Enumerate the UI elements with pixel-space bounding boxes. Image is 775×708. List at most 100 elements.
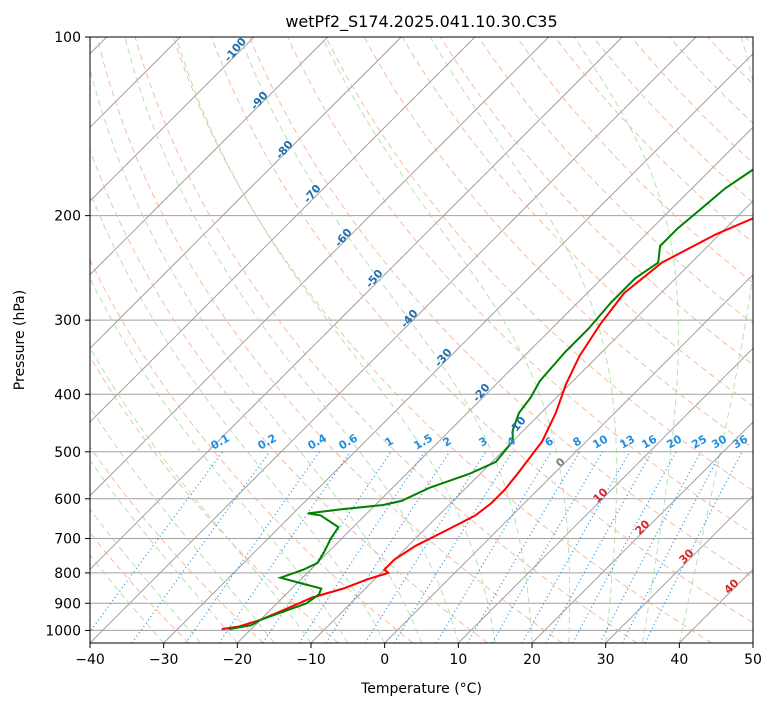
y-tick-label: 200 <box>54 209 81 225</box>
mixing-ratio-label: 13 <box>617 433 637 452</box>
mixing-ratio-label: 0.1 <box>209 431 232 452</box>
y-tick-label: 800 <box>54 566 81 582</box>
x-tick-label: 50 <box>744 652 762 668</box>
x-tick-label: 10 <box>449 652 467 668</box>
moist-adiabat-label: 30 <box>677 546 697 566</box>
mixing-ratio-label: 25 <box>689 433 709 452</box>
mixing-ratio-line <box>545 451 653 643</box>
dry-adiabat-line <box>745 37 753 46</box>
x-tick-label: −10 <box>296 652 326 668</box>
isotherm-line <box>90 37 255 202</box>
x-tick-label: −20 <box>223 652 253 668</box>
isotherm-line <box>678 568 753 643</box>
moist-adiabat-line <box>90 459 238 643</box>
mixing-ratio-line <box>325 451 451 643</box>
dry-adiabat-label: -50 <box>363 267 386 291</box>
mixing-ratio-label: 8 <box>571 434 584 449</box>
x-tick-label: 20 <box>523 652 541 668</box>
dry-adiabat-line <box>439 37 753 366</box>
mixing-ratio-label: 16 <box>639 432 659 451</box>
moist-adiabat-line <box>429 37 618 643</box>
y-axis-label: Pressure (hPa) <box>12 290 28 390</box>
isotherm-line <box>752 642 753 643</box>
mixing-ratio-label: 0.6 <box>337 431 361 452</box>
dry-adiabat-line <box>90 148 488 643</box>
dry-adiabat-label: -70 <box>301 182 324 206</box>
moist-adiabat-line <box>175 37 496 643</box>
dry-adiabat-label: -40 <box>398 307 421 331</box>
dry-adiabat-label: -80 <box>273 138 296 162</box>
moist-adiabat-line <box>90 508 201 643</box>
moist-adiabat-line <box>90 190 386 643</box>
dry-adiabat-label: -100 <box>221 35 249 65</box>
plot-frame <box>89 36 754 644</box>
moist-adiabat-label: 20 <box>633 517 653 537</box>
moist-adiabat-line <box>90 346 312 643</box>
moist-adiabat-line <box>90 406 275 643</box>
moist-adiabat-line <box>124 37 459 643</box>
mixing-ratio-label: 0.4 <box>306 431 330 452</box>
dry-adiabat-line <box>554 37 753 244</box>
y-tick-label: 400 <box>54 387 81 403</box>
dry-adiabat-line <box>287 37 753 535</box>
chart-title: wetPf2_S174.2025.041.10.30.C35 <box>285 12 557 32</box>
dry-adiabat-line <box>211 37 753 624</box>
isotherm-line <box>90 37 329 276</box>
dry-adiabat-line <box>90 445 264 643</box>
mixing-ratio-line <box>435 451 552 643</box>
dry-adiabat-line <box>325 37 753 492</box>
isotherm-line <box>605 494 753 643</box>
isotherm-line <box>90 37 476 423</box>
dry-adiabat-line <box>96 37 563 643</box>
isotherm-line <box>384 273 753 643</box>
y-tick-label: 500 <box>54 445 81 461</box>
moist-adiabat-line <box>90 277 349 643</box>
moist-adiabat-line <box>678 37 753 643</box>
y-tick-label: 600 <box>54 492 81 508</box>
dry-adiabat-label: -30 <box>432 346 455 370</box>
x-tick-label: 40 <box>670 652 688 668</box>
x-tick-label: −30 <box>149 652 179 668</box>
y-tick-label: 900 <box>54 596 81 612</box>
moist-adiabat-label: 10 <box>591 485 611 505</box>
dry-adiabat-line <box>90 531 190 643</box>
mixing-ratio-line <box>185 451 321 643</box>
isotherm-line <box>310 200 753 643</box>
isotherm-line <box>236 126 753 643</box>
x-tick-label: 30 <box>597 652 615 668</box>
moist-adiabat-label: 40 <box>722 576 742 596</box>
x-tick-label: 0 <box>380 652 389 668</box>
dry-adiabat-line <box>516 37 753 284</box>
dry-adiabat-label: -90 <box>248 89 271 113</box>
dry-adiabat-line <box>90 355 339 643</box>
isotherm-line <box>457 347 753 643</box>
mixing-ratio-line <box>298 451 426 643</box>
y-tick-label: 1000 <box>45 623 81 639</box>
mixing-ratio-label: 1 <box>383 434 396 449</box>
axis-ticks: −40 −30 −20 −10 0 10 20 30 40 50 100 200 300 400 500 60… <box>45 30 762 668</box>
mixing-ratio-label: 0.2 <box>256 431 279 452</box>
y-tick-label: 100 <box>54 30 81 46</box>
x-axis-label: Temperature (°C) <box>360 681 482 697</box>
mixing-ratio-line <box>466 451 581 643</box>
isotherm-line <box>163 52 753 643</box>
mixing-ratio-line <box>364 451 487 643</box>
dry-adiabat-line <box>134 37 638 643</box>
dry-adiabat-line <box>707 37 753 85</box>
moist-adiabat-line <box>573 37 679 643</box>
plot-area <box>90 37 753 643</box>
dry-adiabat-label: -20 <box>470 381 493 405</box>
dry-adiabat-line <box>478 37 753 325</box>
isotherm-line <box>90 37 697 643</box>
moist-adiabat-line <box>90 66 422 643</box>
moist-adiabat-line <box>321 37 571 643</box>
y-tick-label: 300 <box>54 313 81 329</box>
mixing-ratio-line <box>131 451 271 643</box>
mixing-ratio-line <box>218 451 351 643</box>
dewpoint-profile <box>228 168 753 631</box>
mixing-ratio-label: 3 <box>477 434 490 449</box>
mixing-ratio-label: 10 <box>590 432 610 451</box>
dry-adiabat-line <box>172 37 712 643</box>
